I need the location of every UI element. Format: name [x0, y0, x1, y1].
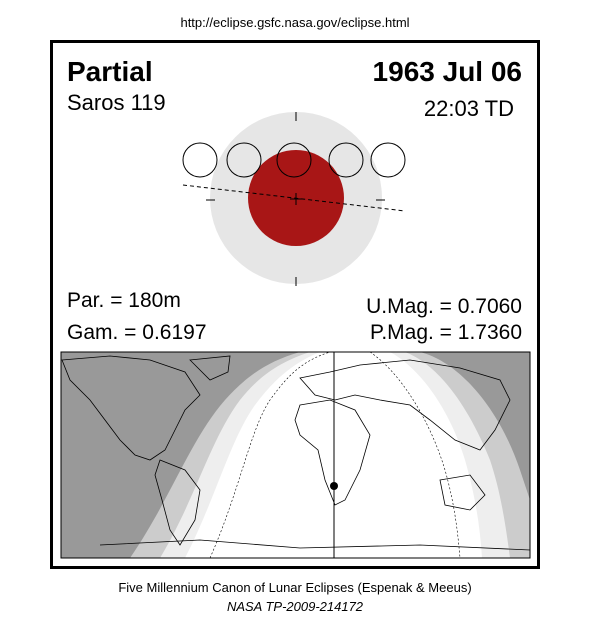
- eclipse-type: Partial: [67, 56, 153, 87]
- eclipse-date: 1963 Jul 06: [373, 56, 522, 87]
- subsolar-point: [330, 482, 338, 490]
- eclipse-time: 22:03 TD: [424, 96, 514, 121]
- saros: Saros 119: [67, 90, 166, 115]
- duration: Par. = 180m: [67, 289, 181, 312]
- coastlines: [61, 355, 530, 551]
- footer-publication: NASA TP-2009-214172: [227, 599, 364, 614]
- visibility-map: [60, 351, 531, 559]
- map-border: [60, 351, 531, 559]
- source-url: http://eclipse.gsfc.nasa.gov/eclipse.htm…: [180, 15, 409, 30]
- footer-citation: Five Millennium Canon of Lunar Eclipses …: [118, 580, 471, 595]
- shadow-diagram: [182, 112, 406, 286]
- umbral-magnitude: U.Mag. = 0.7060: [366, 295, 522, 318]
- moon-path: [182, 184, 406, 212]
- axis-marks: [206, 112, 385, 286]
- gamma: Gam. = 0.6197: [67, 321, 207, 344]
- penumbral-magnitude: P.Mag. = 1.7360: [370, 321, 522, 344]
- moon-positions: [182, 142, 406, 178]
